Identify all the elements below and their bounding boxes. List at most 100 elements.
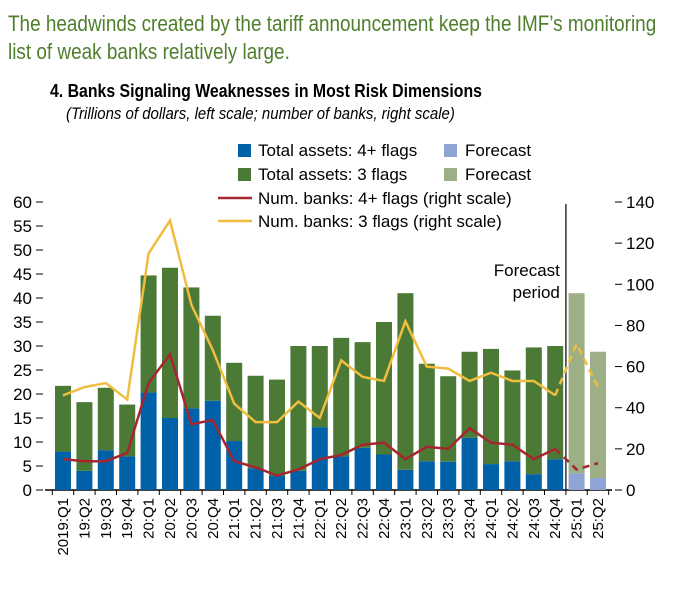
bar-assets-3 <box>140 275 157 393</box>
bar-assets-3 <box>547 346 564 460</box>
left-tick-label: 60 <box>13 193 32 212</box>
chart-subtitle: (Trillions of dollars, left scale; numbe… <box>66 104 455 123</box>
legend-label: Total assets: 3 flags <box>258 165 407 184</box>
legend-label: Num. banks: 3 flags (right scale) <box>258 212 502 231</box>
x-tick-label: 24:Q2 <box>504 498 521 539</box>
x-tick-label: 24:Q1 <box>483 498 500 539</box>
left-tick-label: 0 <box>23 481 32 500</box>
bar-assets-3 <box>183 287 200 409</box>
x-tick-label: 21:Q3 <box>269 498 286 539</box>
bar-assets-4plus <box>483 464 499 490</box>
legend-swatch <box>238 168 251 181</box>
bar-assets-4plus <box>504 461 521 490</box>
left-tick-label: 10 <box>13 433 32 452</box>
bar-assets-4plus <box>97 450 114 490</box>
bar-assets-4plus <box>119 456 136 490</box>
headline: The headwinds created by the tariff anno… <box>8 11 657 64</box>
bar-assets-4plus <box>204 400 221 490</box>
x-tick-label: 19:Q4 <box>119 498 136 539</box>
legend-swatch-forecast <box>444 144 457 157</box>
bar-assets-4plus <box>140 392 157 490</box>
left-tick-label: 35 <box>13 313 32 332</box>
legend-swatch-forecast <box>444 168 457 181</box>
x-tick-label: 24:Q4 <box>547 498 564 539</box>
x-tick-label: 22:Q3 <box>355 498 372 539</box>
bar-assets-4plus <box>290 470 307 490</box>
legend-swatch <box>238 144 251 157</box>
bar-assets-4plus <box>354 447 371 490</box>
bar-assets-3 <box>440 376 457 462</box>
right-tick-label: 140 <box>626 193 654 212</box>
x-tick-label: 20:Q2 <box>162 498 179 539</box>
left-tick-label: 5 <box>23 457 32 476</box>
right-tick-label: 80 <box>626 316 645 335</box>
bar-assets-4plus <box>590 478 606 490</box>
bar-assets-4plus <box>418 461 435 490</box>
x-tick-label: 22:Q2 <box>333 498 350 539</box>
x-tick-label: 25:Q1 <box>569 498 586 539</box>
bar-assets-3 <box>290 346 307 471</box>
x-tick-label: 22:Q1 <box>312 498 329 539</box>
line-banks-3 <box>62 217 556 424</box>
legend-label-forecast: Forecast <box>465 165 531 184</box>
chart-title: 4. Banks Signaling Weaknesses in Most Ri… <box>50 81 482 101</box>
x-tick-label: 24:Q3 <box>526 498 543 539</box>
bar-assets-3 <box>376 322 392 455</box>
bar-assets-3 <box>97 387 114 451</box>
bar-assets-3 <box>55 385 71 452</box>
bar-assets-4plus <box>333 456 350 490</box>
bar-assets-4plus <box>376 454 392 490</box>
left-tick-label: 45 <box>13 265 32 284</box>
bar-assets-4plus <box>525 474 542 490</box>
legend-label: Num. banks: 4+ flags (right scale) <box>258 189 512 208</box>
bar-assets-3 <box>333 337 350 457</box>
bar-assets-3 <box>269 379 285 476</box>
left-tick-label: 40 <box>13 289 32 308</box>
x-tick-label: 20:Q1 <box>141 498 158 539</box>
legend-label: Total assets: 4+ flags <box>258 141 417 160</box>
right-tick-label: 100 <box>626 275 654 294</box>
bar-assets-3 <box>525 347 542 475</box>
bar-assets-3 <box>504 370 521 462</box>
x-tick-label: 20:Q3 <box>183 498 200 539</box>
left-tick-label: 20 <box>13 385 32 404</box>
bar-assets-4plus <box>269 475 285 490</box>
bar-assets-4plus <box>440 461 457 490</box>
forecast-annotation: period <box>513 283 560 302</box>
x-tick-label: 20:Q4 <box>205 498 222 539</box>
x-tick-label: 23:Q3 <box>440 498 457 539</box>
legend-label-forecast: Forecast <box>465 141 531 160</box>
bar-assets-3 <box>204 315 221 401</box>
right-tick-label: 120 <box>626 234 654 253</box>
bar-assets-4plus <box>397 469 414 490</box>
x-tick-label: 19:Q3 <box>98 498 115 539</box>
right-tick-label: 60 <box>626 358 645 377</box>
left-tick-label: 50 <box>13 241 32 260</box>
bar-assets-4plus <box>183 408 200 490</box>
line-banks-3-forecast <box>554 340 600 396</box>
line-banks-4plus-forecast <box>554 447 599 471</box>
x-tick-label: 23:Q1 <box>397 498 414 539</box>
bar-assets-4plus <box>568 473 585 490</box>
bar-assets-4plus <box>547 459 564 490</box>
bar-assets-3 <box>590 351 606 478</box>
x-tick-label: 21:Q1 <box>226 498 243 539</box>
x-tick-label: 2019:Q1 <box>55 498 72 556</box>
x-tick-label: 22:Q4 <box>376 498 393 539</box>
x-tick-label: 23:Q2 <box>419 498 436 539</box>
left-tick-label: 30 <box>13 337 32 356</box>
left-tick-label: 15 <box>13 409 32 428</box>
bar-assets-3 <box>354 342 371 448</box>
bar-assets-4plus <box>461 437 478 490</box>
x-tick-label: 23:Q4 <box>462 498 479 539</box>
forecast-annotation: Forecast <box>494 261 560 280</box>
right-tick-label: 20 <box>626 440 645 459</box>
x-tick-label: 25:Q2 <box>590 498 607 539</box>
bar-assets-4plus <box>76 470 93 490</box>
bar-assets-3 <box>418 363 435 462</box>
left-tick-label: 25 <box>13 361 32 380</box>
bar-assets-3 <box>162 267 178 418</box>
bar-assets-3 <box>76 402 93 471</box>
bar-assets-4plus <box>55 451 71 490</box>
